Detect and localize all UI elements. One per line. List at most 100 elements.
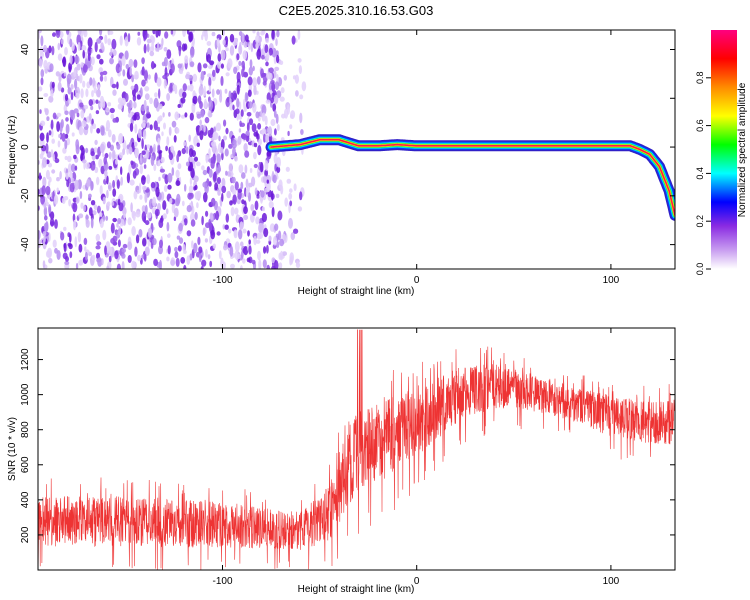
heatmap-noise-mark [103,170,108,177]
heatmap-noise-mark [230,206,235,217]
heatmap-noise-mark [43,93,49,97]
heatmap-noise-mark [248,66,253,76]
heatmap-noise-mark [168,126,172,136]
heatmap-noise-mark [273,236,277,246]
heatmap-noise-mark [165,208,169,215]
heatmap-noise-mark [163,47,168,52]
heatmap-noise-mark [102,229,107,241]
heatmap-noise-mark [191,240,194,249]
heatmap-noise-mark [117,239,121,248]
heatmap-noise-mark [133,141,138,147]
heatmap-noise-mark [153,143,156,153]
heatmap-noise-mark [73,219,76,231]
heatmap-noise-mark [90,105,94,111]
heatmap-noise-mark [265,37,270,44]
heatmap-noise-mark [87,37,93,48]
heatmap-noise-mark [221,177,226,188]
heatmap-noise-mark [155,30,159,38]
heatmap-noise-mark [48,257,53,264]
snr-panel: -100 0 100 200 400 600 800 1000 1200 Height of s… [7,327,676,595]
heatmap-noise-mark [234,207,239,215]
heatmap-noise-mark [210,197,216,207]
heatmap-noise-mark [213,171,217,182]
heatmap-noise-mark [260,190,265,198]
heatmap-noise-mark [157,30,161,37]
heatmap-noise-mark [124,36,129,47]
heatmap-noise-mark [111,83,117,89]
heatmap-noise-mark [274,163,277,172]
heatmap-noise-mark [134,83,139,93]
heatmap-noise-mark [96,128,101,134]
heatmap-noise-mark [251,176,256,187]
heatmap-noise-mark [100,165,105,175]
heatmap-noise-mark [50,211,55,220]
heatmap-noise-mark [128,58,134,68]
heatmap-noise-mark [218,250,222,260]
heatmap-noise-mark [41,145,47,152]
heatmap-noise-mark [246,93,249,101]
heatmap-noise-mark [197,236,201,246]
heatmap-noise-mark [223,119,227,127]
heatmap-noise-mark [181,200,185,207]
heatmap-noise-mark [177,104,181,108]
heatmap-noise-mark [248,245,252,255]
heatmap-noise-mark [96,241,102,246]
heatmap-noise-mark [76,63,81,71]
heatmap-noise-mark [194,184,198,190]
heatmap-noise-mark [266,51,270,59]
heatmap-noise-mark [89,77,93,86]
heatmap-noise-mark [90,151,95,157]
heatmap-noise-mark [120,176,123,186]
heatmap-noise-mark [54,158,60,164]
heatmap-noise-mark [105,107,109,112]
heatmap-noise-mark [115,159,118,165]
heatmap-noise-mark [228,228,232,234]
heatmap-noise-mark [213,126,216,132]
heatmap-noise-mark [163,185,168,192]
heatmap-noise-mark [276,54,280,64]
colorbar-tick-label: 0.8 [695,72,705,85]
heatmap-noise-mark [262,80,267,86]
heatmap-noise-mark [95,245,101,250]
heatmap-noise-mark [228,143,233,149]
heatmap-noise-mark [253,85,257,96]
heatmap-noise-mark [134,246,138,257]
heatmap-noise-mark [284,197,289,207]
heatmap-noise-mark [243,143,248,152]
heatmap-noise-mark [241,199,245,205]
heatmap-noise-mark [165,145,169,152]
heatmap-noise-mark [176,235,181,240]
heatmap-noise-mark [116,222,119,228]
heatmap-noise-mark [240,265,243,269]
heatmap-noise-mark [150,60,155,70]
heatmap-noise-mark [128,163,132,175]
heatmap-noise-mark [268,82,273,91]
heatmap-noise-mark [124,92,129,103]
heatmap-noise-mark [225,170,228,176]
heatmap-noise-mark [94,139,98,146]
heatmap-noise-mark [99,30,103,36]
heatmap-noise-mark [139,164,143,175]
heatmap-noise-mark [274,128,277,136]
heatmap-noise-mark [261,112,266,122]
heatmap-noise-mark [185,74,190,80]
heatmap-noise-mark [189,177,193,186]
heatmap-noise-mark [77,231,82,243]
heatmap-noise-mark [156,42,160,53]
heatmap-noise-mark [139,153,143,164]
heatmap-noise-mark [262,175,268,184]
heatmap-noise-mark [176,193,181,205]
heatmap-noise-mark [38,172,42,181]
heatmap-noise-mark [48,204,52,214]
heatmap-noise-mark [43,44,48,53]
heatmap-noise-mark [80,88,84,99]
heatmap-noise-mark [111,38,117,50]
heatmap-noise-mark [43,235,46,243]
snr-y-tick-label: 1200 [20,348,31,371]
heatmap-noise-mark [183,250,187,254]
heatmap-noise-mark [203,192,208,203]
heatmap-y-label: Frequency (Hz) [7,116,18,185]
heatmap-noise-mark [112,188,117,197]
heatmap-noise-mark [275,50,279,57]
heatmap-noise-mark [135,234,140,244]
